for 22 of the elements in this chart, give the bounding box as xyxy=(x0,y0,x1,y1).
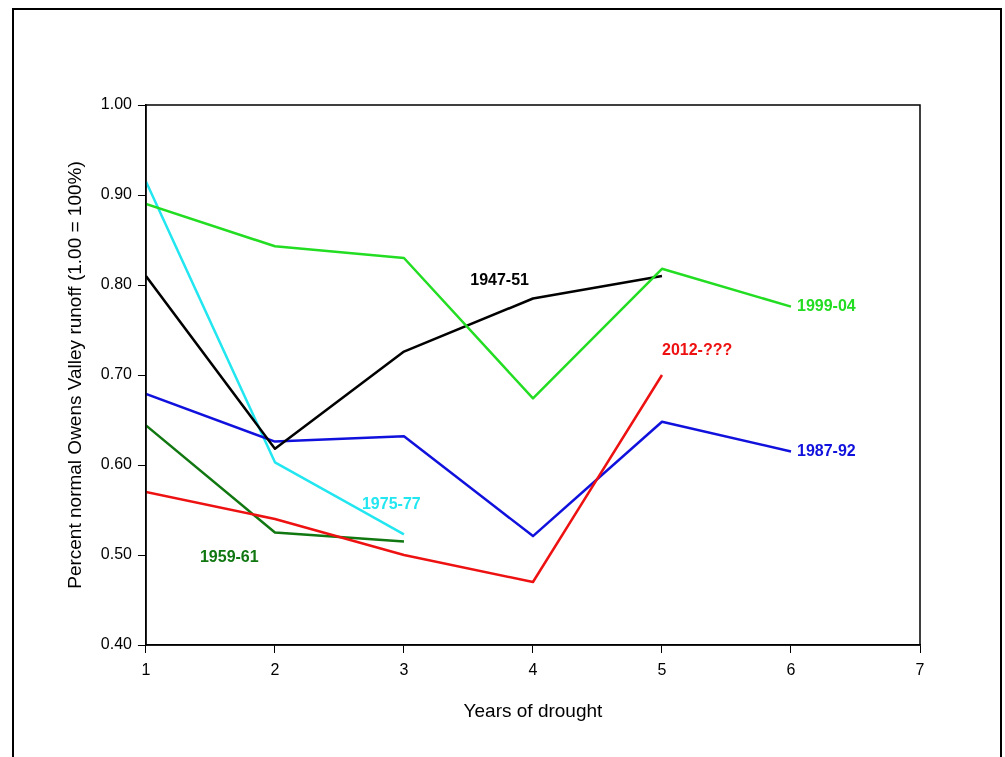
x-tick-label: 6 xyxy=(786,661,796,679)
series-label: 1987-92 xyxy=(796,441,856,459)
x-tick-label: 5 xyxy=(657,661,667,679)
x-tick-label: 7 xyxy=(915,661,925,679)
series-label: 1947-51 xyxy=(470,270,530,288)
y-axis-title: Percent normal Owens Valley runoff (1.00 = 100%) xyxy=(63,161,85,589)
y-tick-label: 0.80 xyxy=(100,275,133,293)
y-tick-label: 0.70 xyxy=(100,365,133,383)
series-label: 1959-61 xyxy=(199,547,259,565)
y-tick-label: 0.90 xyxy=(100,185,133,203)
series-label: 1999-04 xyxy=(796,297,856,315)
series-label: 1975-77 xyxy=(361,494,421,512)
x-axis-title: Years of drought xyxy=(463,699,604,721)
x-tick-label: 2 xyxy=(270,661,280,679)
series-label: 2012-??? xyxy=(661,341,733,359)
y-tick-label: 0.50 xyxy=(100,545,133,563)
y-tick-label: 0.40 xyxy=(100,635,133,653)
y-tick-label: 1.00 xyxy=(100,95,133,113)
x-tick-label: 1 xyxy=(141,661,151,679)
x-tick-label: 3 xyxy=(399,661,409,679)
x-tick-label: 4 xyxy=(528,661,538,679)
y-tick-label: 0.60 xyxy=(100,455,133,473)
